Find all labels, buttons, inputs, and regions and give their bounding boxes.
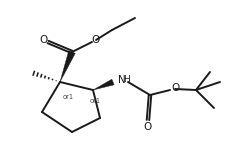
Text: N: N (118, 75, 126, 85)
Text: or1: or1 (90, 98, 101, 104)
Polygon shape (60, 51, 75, 82)
Text: O: O (39, 35, 47, 45)
Text: or1: or1 (63, 94, 74, 100)
Text: H: H (123, 76, 130, 84)
Text: O: O (92, 35, 100, 45)
Text: O: O (143, 122, 151, 132)
Polygon shape (93, 79, 114, 90)
Text: O: O (171, 83, 179, 93)
